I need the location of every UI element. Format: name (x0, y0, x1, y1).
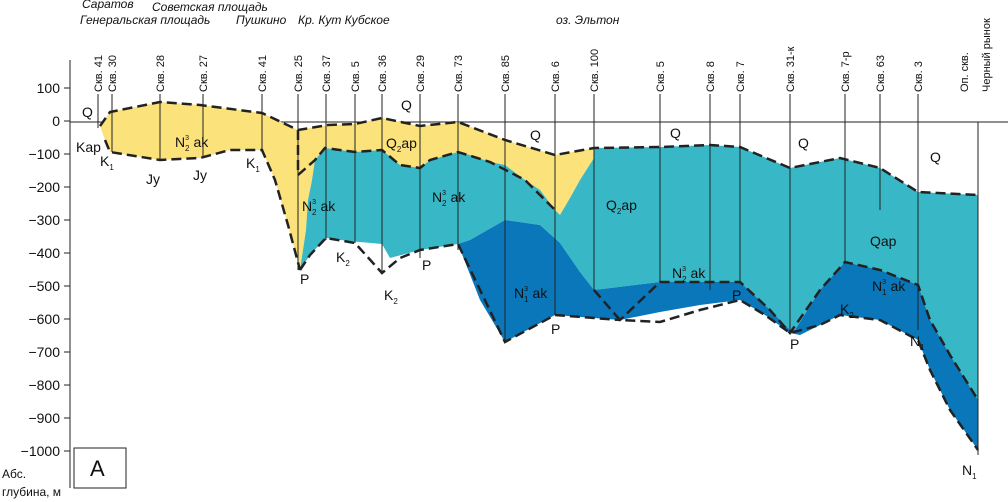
place-kr-kut-kubskoe: Кр. Кут Кубское (298, 13, 390, 27)
axis-tick-label: −600 (28, 311, 60, 327)
boundary-lines (98, 100, 980, 451)
blue-older-body (458, 220, 978, 450)
well-label: Скв. 85 (500, 55, 512, 92)
panel-label: А (90, 456, 105, 481)
label-q-right1: Q (670, 125, 681, 141)
panel-label-box (73, 447, 127, 489)
n1-ak-blue-zone (458, 220, 978, 450)
well-label: Скв. 30 (107, 55, 119, 92)
well-label: Скв. 7 (735, 61, 747, 92)
label-k2-3: K2 (840, 301, 854, 320)
label-q2ap: Q2ap (386, 135, 417, 154)
label-p-1: P (300, 271, 309, 287)
well-label: Скв. 3 (913, 61, 925, 92)
axis-ticks: 100 0 −100 −200 −300 −400 −500 −600 −700 −800 −900… (21, 80, 70, 459)
label-p-4: P (732, 287, 741, 303)
axis-tick-label: −700 (28, 344, 60, 360)
label-p-3: P (551, 321, 560, 337)
axis-tick-label: −500 (28, 278, 60, 294)
axis-tick-label: 100 (37, 80, 61, 96)
well-label: Скв. 28 (155, 55, 167, 92)
label-q-left: Q (82, 104, 93, 120)
well-label: Черный рынок (981, 18, 993, 92)
label-n1ak-2: N3 1 ak (872, 278, 906, 297)
label-k1-left: K1 (100, 153, 114, 172)
well-label: Скв. 41 (93, 55, 105, 92)
label-n1-2: N1 (962, 462, 977, 481)
axis-tick-label: −100 (28, 146, 60, 162)
place-generalskaya: Генеральская площадь (80, 13, 210, 27)
label-q2ap-teal: Q2ap (606, 197, 637, 216)
unit-labels: Q Kap K1 Jy Jy N3 2 ak K1 N3 2 ak P K2 Q Q2a… (76, 97, 977, 481)
well-label: Скв. 6 (550, 61, 562, 92)
well-label: Скв. 8 (705, 61, 717, 92)
well-label: Скв. 25 (293, 55, 305, 92)
well-label: Скв. 5 (350, 61, 362, 92)
label-jy-2: Jy (193, 167, 207, 183)
axis-tick-label: −200 (28, 179, 60, 195)
label-n2ak-yellow: N3 2 ak (175, 134, 209, 153)
wells: Скв. 41 Скв. 30 Скв. 28 Скв. 27 Скв. 41 Скв. … (93, 18, 993, 455)
place-elton: оз. Эльтон (556, 13, 620, 27)
qap-teal-zone (300, 145, 978, 400)
label-kap: Kap (76, 139, 101, 155)
well-label: Скв. 31-к (785, 46, 797, 92)
label-k2-2: K2 (384, 287, 398, 306)
well-label: Скв. 37 (321, 55, 333, 92)
well-label: Скв. 73 (453, 55, 465, 92)
label-n2ak-teal: N3 2 ak (432, 189, 466, 208)
well-label: Оп. скв. (959, 52, 971, 92)
label-jy-1: Jy (146, 171, 160, 187)
axis-tick-label: −800 (28, 377, 60, 393)
neogene-upper-zone (100, 102, 594, 270)
axis-tick-label: −400 (28, 245, 60, 261)
well-label: Скв. 5 (655, 61, 667, 92)
axis-tick-label: −1000 (21, 443, 61, 459)
place-sovetskaya: Советская площадь (152, 0, 268, 14)
axis-tick-label: 0 (52, 113, 60, 129)
label-qap-right: Qap (870, 233, 897, 249)
label-n2ak-right: N3 2 ak (672, 265, 706, 284)
label-n2ak-narrow: N3 2 ak (302, 198, 336, 217)
well-label: Скв. 63 (875, 55, 887, 92)
label-n1-1: N1 (910, 333, 925, 352)
label-n1ak-1: N3 1 ak (514, 285, 548, 304)
boundary-neogene-base (103, 139, 302, 271)
teal-quaternary-body (300, 145, 978, 400)
label-k1-right: K1 (246, 155, 260, 174)
label-k2-1: K2 (336, 249, 350, 268)
well-label: Скв. 41 (257, 55, 269, 92)
label-q-mid: Q (401, 97, 412, 113)
boundary-mid (298, 236, 980, 401)
well-label: Скв. 27 (198, 55, 210, 92)
label-p-2: P (422, 257, 431, 273)
boundary-top (98, 100, 979, 197)
well-label: Скв. 7-р (840, 51, 852, 92)
label-q-far: Q (930, 149, 941, 165)
label-q-elton: Q (530, 127, 541, 143)
place-pushkino: Пушкино (236, 13, 287, 27)
yellow-neogene-body (100, 102, 594, 270)
axis-unit-line1: Абс. (2, 467, 26, 481)
well-label: Скв. 36 (377, 55, 389, 92)
well-label: Скв. 29 (415, 55, 427, 92)
well-label: Скв. 100 (589, 49, 601, 92)
boundary-qap-top (296, 130, 556, 211)
label-q-right2: Q (798, 135, 809, 151)
axis-unit-line2: глубина, м (2, 485, 61, 499)
label-p-5: P (790, 336, 799, 352)
place-saratov: Саратов (82, 0, 134, 11)
axis-tick-label: −900 (28, 410, 60, 426)
axis-tick-label: −300 (28, 212, 60, 228)
